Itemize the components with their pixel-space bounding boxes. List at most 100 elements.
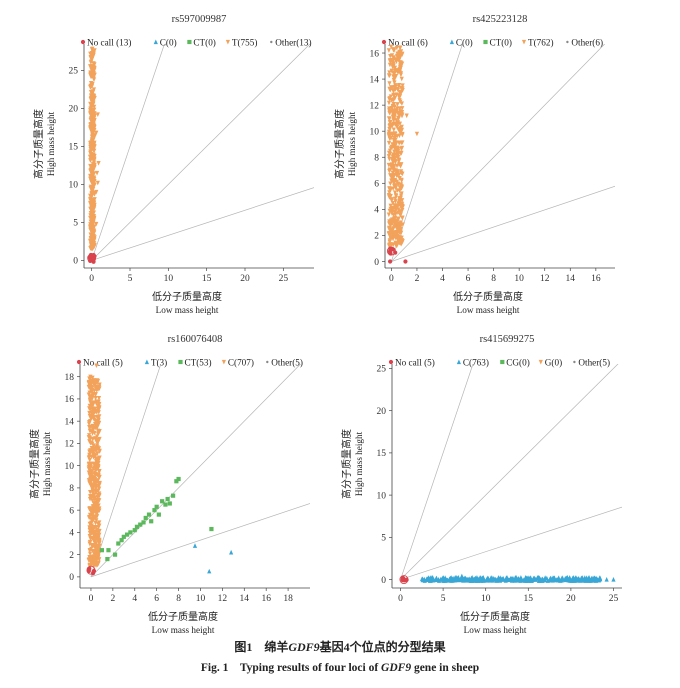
data-point xyxy=(91,220,96,226)
data-point xyxy=(88,424,93,430)
y-tick-label: 12 xyxy=(65,440,75,450)
data-point xyxy=(88,106,93,112)
data-point xyxy=(91,183,96,188)
data-point xyxy=(396,207,401,213)
data-point xyxy=(86,464,91,470)
data-point xyxy=(192,543,198,548)
data-points xyxy=(386,44,420,264)
data-point xyxy=(398,212,403,218)
legend-entry: CT(0) xyxy=(490,38,512,48)
data-point xyxy=(124,532,130,537)
y-tick-label: 4 xyxy=(69,529,74,539)
data-point xyxy=(152,508,157,513)
data-point xyxy=(399,76,404,82)
data-point xyxy=(391,88,396,94)
data-point xyxy=(395,102,400,107)
guide-line xyxy=(400,364,619,580)
data-point xyxy=(87,507,93,512)
data-point xyxy=(96,430,101,436)
x-tick-label: 4 xyxy=(440,274,445,284)
legend-marker xyxy=(521,39,527,45)
data-point xyxy=(394,153,399,159)
y-tick-label: 14 xyxy=(370,75,380,85)
guide-line xyxy=(391,44,463,262)
data-point xyxy=(89,127,94,132)
data-point xyxy=(389,68,394,74)
x-tick-label: 4 xyxy=(132,594,137,604)
data-point xyxy=(90,178,96,183)
data-point xyxy=(386,100,392,106)
legend-entry: No call (13) xyxy=(87,38,131,48)
data-point xyxy=(90,211,95,216)
data-point xyxy=(390,173,395,179)
data-point xyxy=(95,505,100,510)
legend-entry: Other(13) xyxy=(275,38,311,48)
data-point xyxy=(95,445,100,450)
data-point xyxy=(404,113,409,119)
data-point xyxy=(99,548,105,553)
data-point xyxy=(96,473,101,478)
data-point xyxy=(170,493,176,498)
y-tick-label: 10 xyxy=(65,462,75,472)
data-point xyxy=(414,131,420,137)
x-tick-label: 6 xyxy=(466,274,471,284)
data-point xyxy=(91,380,96,386)
data-point xyxy=(112,552,118,557)
data-point xyxy=(94,533,100,538)
legend-marker xyxy=(500,359,505,365)
data-point xyxy=(400,202,405,208)
data-point xyxy=(398,227,404,233)
data-point xyxy=(143,515,148,521)
y-axis-label-zh: 高分子质量高度 xyxy=(28,429,41,499)
data-point xyxy=(586,575,592,580)
y-axis-label-zh: 高分子质量高度 xyxy=(340,429,353,499)
data-point xyxy=(92,107,97,113)
data-point xyxy=(156,512,161,517)
data-point xyxy=(94,510,100,515)
data-point xyxy=(556,575,561,580)
x-tick-label: 8 xyxy=(491,274,496,284)
data-point xyxy=(388,94,393,99)
data-point xyxy=(400,106,405,111)
chart-panel-1: rs597009987 No call (13) C(0) CT(0) T(755) Ot… xyxy=(32,14,314,315)
data-point xyxy=(93,425,98,431)
data-point xyxy=(86,568,91,574)
x-tick-label: 15 xyxy=(524,594,534,604)
data-point xyxy=(398,65,403,71)
data-point xyxy=(522,578,527,583)
data-point xyxy=(394,118,399,123)
y-axis-label-zh: 高分子质量高度 xyxy=(333,109,346,179)
data-point xyxy=(387,70,392,75)
highlight-ring xyxy=(386,246,396,256)
data-point xyxy=(387,242,393,248)
data-point xyxy=(88,168,93,174)
data-point xyxy=(400,86,405,91)
data-point xyxy=(121,534,126,539)
data-point xyxy=(398,63,403,68)
data-point xyxy=(434,575,439,581)
data-point xyxy=(87,514,92,520)
data-point xyxy=(88,551,93,557)
data-point xyxy=(88,71,93,76)
highlight-ring xyxy=(87,253,97,263)
data-point xyxy=(547,577,552,582)
data-point xyxy=(87,468,92,473)
x-axis-label-zh: 低分子质量高度 xyxy=(152,290,222,303)
y-axis-label-en: High mass height xyxy=(354,431,364,496)
data-point xyxy=(89,137,95,142)
data-point xyxy=(431,577,436,583)
data-point xyxy=(146,512,152,517)
legend-marker xyxy=(566,40,569,44)
data-point xyxy=(386,212,391,218)
legend-entry: C(0) xyxy=(456,38,473,48)
legend-entry: CG(0) xyxy=(506,358,529,368)
data-point xyxy=(386,192,392,198)
y-tick-label: 18 xyxy=(65,373,75,383)
x-tick-label: 16 xyxy=(591,274,601,284)
data-point xyxy=(398,151,403,156)
data-point xyxy=(398,193,404,199)
x-tick-label: 25 xyxy=(609,594,619,604)
legend-entry: Other(6) xyxy=(571,38,603,48)
data-point xyxy=(91,538,96,544)
data-point xyxy=(90,542,96,548)
